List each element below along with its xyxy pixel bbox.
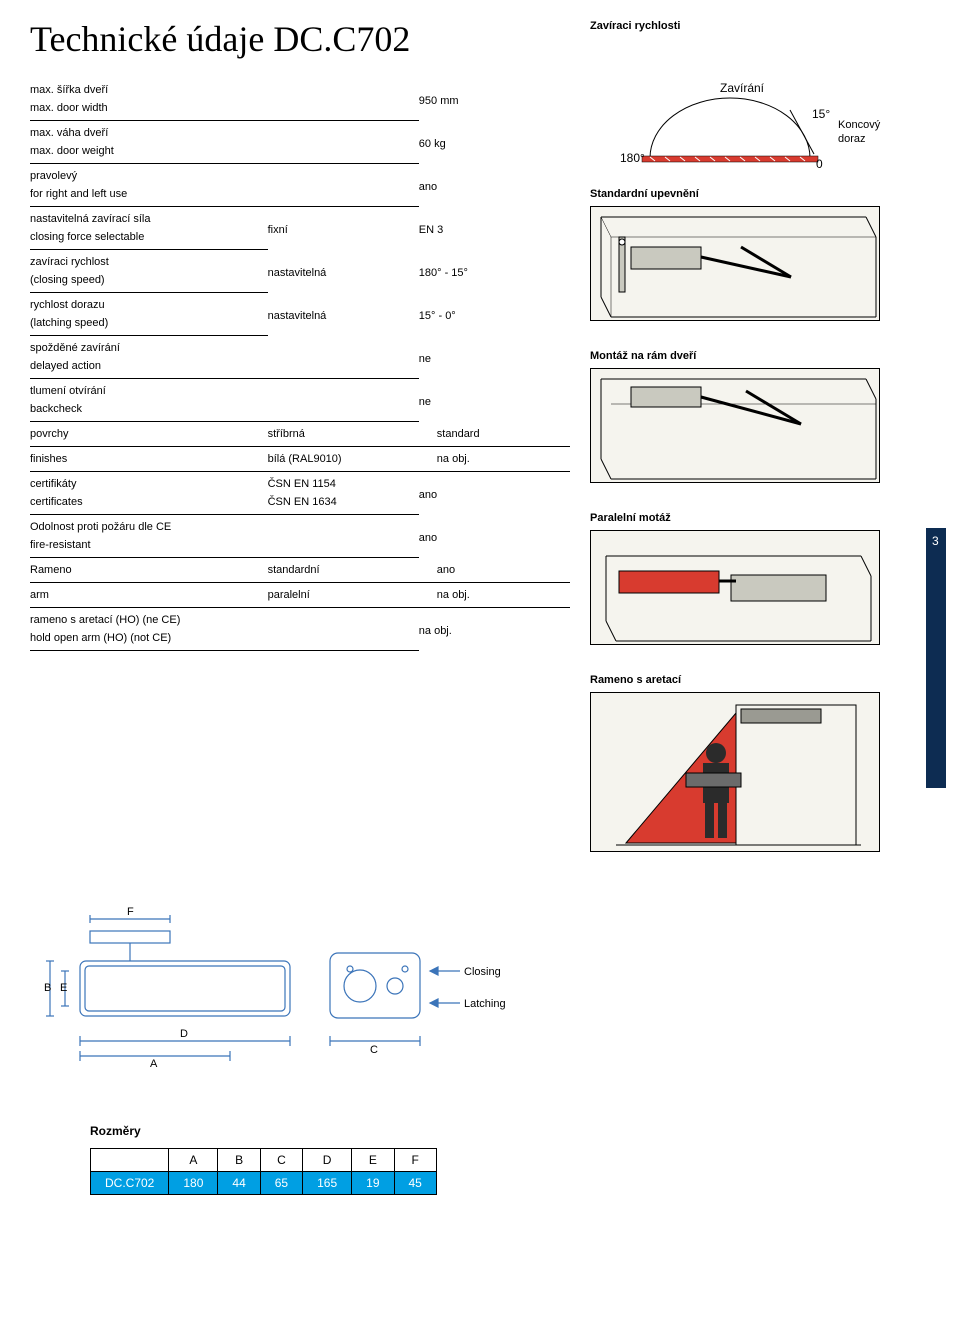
spec-label-en: fire-resistant xyxy=(30,536,268,558)
page-number-tab: 3 xyxy=(926,528,946,788)
dimensions-section: Rozměry A B C D E F DC.C702 180 44 65 16… xyxy=(90,1124,930,1195)
spec-label: rameno s aretací (HO) (ne CE) xyxy=(30,608,268,630)
illus4-caption: Rameno s aretací xyxy=(590,674,920,686)
spec-value: ano xyxy=(419,472,570,515)
spec-label-en: (closing speed) xyxy=(30,271,268,293)
closing-arc-diagram: Zavírání 180° 0 15° Koncový doraz xyxy=(590,78,920,188)
svg-text:0: 0 xyxy=(816,157,823,171)
spec-label-en: backcheck xyxy=(30,400,268,422)
spec-label-en: hold open arm (HO) (not CE) xyxy=(30,629,268,651)
spec-mid: fixní xyxy=(268,207,419,250)
spec-table: max. šířka dveří 950 mm max. door width m… xyxy=(30,78,570,651)
svg-text:F: F xyxy=(127,906,134,918)
illus4 xyxy=(590,692,880,852)
illus1-caption: Standardní upevnění xyxy=(590,188,920,200)
spec-value: ne xyxy=(419,379,570,422)
spec-value: 60 kg xyxy=(419,121,570,164)
spec-value: ano xyxy=(419,515,570,558)
spec-label: zavíraci rychlost xyxy=(30,250,268,272)
spec-label: Odolnost proti požáru dle CE xyxy=(30,515,268,537)
svg-text:C: C xyxy=(370,1044,378,1056)
dim-val: 65 xyxy=(260,1172,302,1195)
spec-label: tlumení otvírání xyxy=(30,379,268,401)
dim-col: A xyxy=(169,1149,218,1172)
page-title: Technické údaje DC.C702 xyxy=(30,18,930,60)
svg-text:Koncový: Koncový xyxy=(838,119,881,131)
spec-value: na obj. xyxy=(419,583,570,608)
dim-col: F xyxy=(394,1149,436,1172)
spec-mid: stříbrná xyxy=(268,422,419,447)
dim-model: DC.C702 xyxy=(91,1172,169,1195)
svg-text:B: B xyxy=(44,982,51,994)
spec-label: Rameno xyxy=(30,558,268,583)
svg-text:A: A xyxy=(150,1058,158,1070)
dimensions-table: A B C D E F DC.C702 180 44 65 165 19 45 xyxy=(90,1148,437,1195)
illus3-caption: Paralelní motáž xyxy=(590,512,920,524)
dim-col: B xyxy=(218,1149,260,1172)
spec-label: povrchy xyxy=(30,422,268,447)
dim-val: 180 xyxy=(169,1172,218,1195)
spec-label: spožděné zavírání xyxy=(30,336,268,358)
spec-label-en: max. door width xyxy=(30,99,268,121)
svg-text:D: D xyxy=(180,1028,188,1040)
page-number: 3 xyxy=(932,534,939,548)
spec-label: pravolevý xyxy=(30,164,268,186)
spec-mid: ČSN EN 1634 xyxy=(268,493,419,515)
spec-label: finishes xyxy=(30,447,268,472)
dim-col: D xyxy=(303,1149,352,1172)
dim-col: E xyxy=(352,1149,394,1172)
dim-val: 45 xyxy=(394,1172,436,1195)
dim-val: 165 xyxy=(303,1172,352,1195)
spec-label-en: (latching speed) xyxy=(30,314,268,336)
spec-value: EN 3 xyxy=(419,207,570,250)
illus1 xyxy=(590,206,880,321)
spec-label: max. šířka dveří xyxy=(30,78,268,99)
dim-val: 44 xyxy=(218,1172,260,1195)
spec-value: 950 mm xyxy=(419,78,570,121)
spec-label-en: for right and left use xyxy=(30,185,268,207)
spec-mid: nastavitelná xyxy=(268,250,419,293)
spec-label-en: closing force selectable xyxy=(30,228,268,250)
svg-text:Closing: Closing xyxy=(464,966,501,978)
spec-mid: standardní xyxy=(268,558,419,583)
spec-mid: ČSN EN 1154 xyxy=(268,472,419,494)
svg-text:15°: 15° xyxy=(812,107,830,121)
svg-text:doraz: doraz xyxy=(838,133,866,145)
dimensions-title: Rozměry xyxy=(90,1124,930,1138)
spec-value: na obj. xyxy=(419,608,570,651)
svg-text:Latching: Latching xyxy=(464,998,506,1010)
svg-text:E: E xyxy=(60,982,67,994)
spec-value: 15° - 0° xyxy=(419,293,570,336)
arc-label: Zavírání xyxy=(720,81,765,95)
spec-label-en: delayed action xyxy=(30,357,268,379)
spec-value: standard xyxy=(419,422,570,447)
illus2 xyxy=(590,368,880,483)
spec-value: ano xyxy=(419,164,570,207)
spec-label: rychlost dorazu xyxy=(30,293,268,315)
spec-mid: paralelní xyxy=(268,583,419,608)
spec-value: na obj. xyxy=(419,447,570,472)
svg-text:180°: 180° xyxy=(620,151,645,165)
spec-label: max. váha dveří xyxy=(30,121,268,143)
spec-label: nastavitelná zavírací síla xyxy=(30,207,268,229)
illus3 xyxy=(590,530,880,645)
illus2-caption: Montáž na rám dveří xyxy=(590,350,920,362)
spec-label: certifikáty xyxy=(30,472,268,494)
spec-value: ano xyxy=(419,558,570,583)
spec-label: arm xyxy=(30,583,268,608)
section-label: Zavíraci rychlosti xyxy=(590,20,681,32)
dim-col: C xyxy=(260,1149,302,1172)
spec-value: ne xyxy=(419,336,570,379)
spec-label-en: certificates xyxy=(30,493,268,515)
technical-drawing: F B E D A C Closing Latching xyxy=(30,891,930,1074)
spec-table-container: max. šířka dveří 950 mm max. door width m… xyxy=(30,78,570,855)
spec-mid: bílá (RAL9010) xyxy=(268,447,419,472)
spec-value: 180° - 15° xyxy=(419,250,570,293)
spec-label-en: max. door weight xyxy=(30,142,268,164)
dim-val: 19 xyxy=(352,1172,394,1195)
spec-mid: nastavitelná xyxy=(268,293,419,336)
